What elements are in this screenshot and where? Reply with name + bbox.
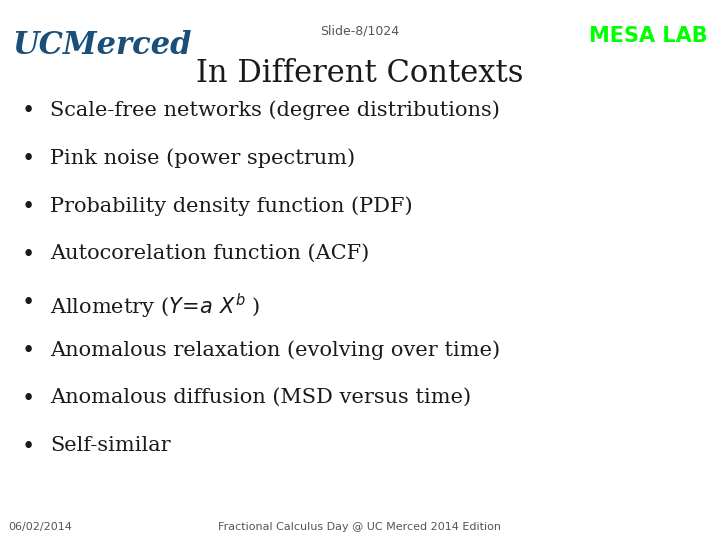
Text: In Different Contexts: In Different Contexts — [197, 58, 523, 89]
Text: Self-similar: Self-similar — [50, 436, 171, 455]
Text: Allometry ($Y\!=\!a\ X^{b}$ ): Allometry ($Y\!=\!a\ X^{b}$ ) — [50, 292, 260, 321]
Text: •: • — [22, 292, 35, 314]
Text: •: • — [22, 196, 35, 218]
Text: Autocorelation function (ACF): Autocorelation function (ACF) — [50, 244, 369, 263]
Text: MESA LAB: MESA LAB — [590, 26, 708, 46]
Text: •: • — [22, 244, 35, 266]
Text: •: • — [22, 340, 35, 362]
Text: Pink noise (power spectrum): Pink noise (power spectrum) — [50, 148, 355, 168]
Text: 06/02/2014: 06/02/2014 — [8, 522, 72, 532]
Text: Slide-8/1024: Slide-8/1024 — [320, 24, 400, 37]
Text: Fractional Calculus Day @ UC Merced 2014 Edition: Fractional Calculus Day @ UC Merced 2014… — [218, 522, 502, 532]
Text: UCMerced: UCMerced — [12, 30, 192, 61]
Text: •: • — [22, 436, 35, 458]
Text: •: • — [22, 388, 35, 410]
Text: •: • — [22, 148, 35, 170]
Text: Probability density function (PDF): Probability density function (PDF) — [50, 196, 413, 215]
Text: Scale-free networks (degree distributions): Scale-free networks (degree distribution… — [50, 100, 500, 120]
Text: Anomalous diffusion (MSD versus time): Anomalous diffusion (MSD versus time) — [50, 388, 471, 407]
Text: •: • — [22, 100, 35, 122]
Text: Anomalous relaxation (evolving over time): Anomalous relaxation (evolving over time… — [50, 340, 500, 360]
